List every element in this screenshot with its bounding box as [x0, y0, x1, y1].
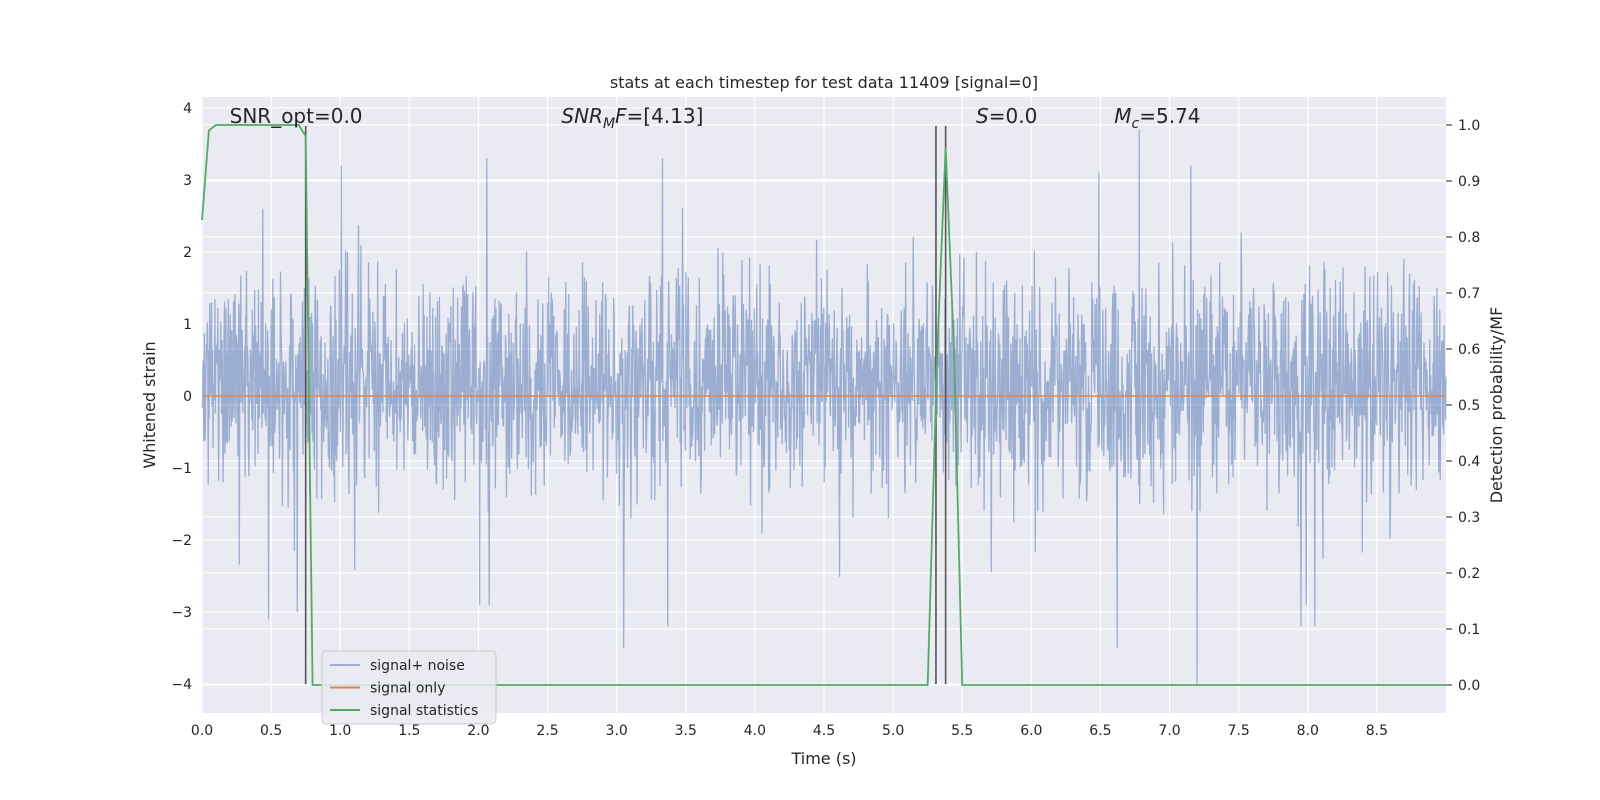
legend-label: signal+ noise [370, 658, 465, 674]
x-tick-label: 2.0 [467, 723, 489, 739]
x-tick-label: 1.0 [329, 723, 351, 739]
y-tick-label: 0 [183, 389, 192, 405]
x-tick-label: 6.5 [1089, 723, 1111, 739]
x-tick-label: 8.0 [1297, 723, 1319, 739]
y-tick-label: −2 [171, 533, 192, 549]
x-tick-label: 8.5 [1366, 723, 1388, 739]
x-tick-label: 1.5 [398, 723, 420, 739]
series-signal-noise [201, 129, 1447, 685]
axis-ticks: 0.0 0.5 1.0 1.5 2.0 2.5 3.0 3.5 4.0 4.5 5.0 5.5 6.0 6… [171, 101, 1480, 739]
x-tick-label: 3.0 [606, 723, 628, 739]
x-tick-label: 6.0 [1020, 723, 1042, 739]
y-tick-label: 1 [183, 317, 192, 333]
x-tick-label: 7.0 [1158, 723, 1180, 739]
y-tick-label: −1 [171, 461, 192, 477]
y-right-tick-label: 0.7 [1458, 286, 1480, 302]
y-right-tick-label: 0.2 [1458, 566, 1480, 582]
x-tick-label: 2.5 [536, 723, 558, 739]
y-right-tick-label: 1.0 [1458, 118, 1480, 134]
y-tick-label: 3 [183, 173, 192, 189]
x-tick-label: 4.5 [813, 723, 835, 739]
y-tick-label: 2 [183, 245, 192, 261]
y-right-tick-label: 0.9 [1458, 174, 1480, 190]
legend-label: signal only [370, 681, 445, 697]
y-right-tick-label: 0.4 [1458, 454, 1480, 470]
y-axis-label: Whitened strain [140, 341, 159, 468]
x-tick-label: 5.0 [882, 723, 904, 739]
y-tick-label: 4 [183, 101, 192, 117]
annotation-2: S=0.0 [976, 104, 1037, 128]
y-right-tick-label: 0.0 [1458, 678, 1480, 694]
legend: signal+ noise signal only signal statistic… [321, 650, 497, 725]
y-right-axis-label: Detection probability/MF [1487, 307, 1506, 504]
y-right-tick-label: 0.6 [1458, 342, 1480, 358]
x-tick-label: 4.0 [744, 723, 766, 739]
x-tick-label: 0.0 [191, 723, 213, 739]
y-tick-label: −3 [171, 605, 192, 621]
annotation-3: Mc=5.74 [1114, 104, 1200, 132]
annotation-1: SNRMF=[4.13] [561, 104, 703, 132]
annotation-0: SNR_opt=0.0 [230, 104, 363, 128]
y-right-tick-label: 0.1 [1458, 622, 1480, 638]
chart-title: stats at each timestep for test data 114… [610, 73, 1038, 92]
x-axis-label: Time (s) [790, 749, 856, 768]
y-tick-label: −4 [171, 677, 192, 693]
x-tick-label: 3.5 [675, 723, 697, 739]
x-tick-label: 7.5 [1228, 723, 1250, 739]
x-tick-label: 0.5 [260, 723, 282, 739]
y-right-tick-label: 0.3 [1458, 510, 1480, 526]
x-tick-label: 5.5 [951, 723, 973, 739]
legend-box [321, 650, 497, 725]
legend-label: signal statistics [370, 703, 478, 719]
y-right-tick-label: 0.8 [1458, 230, 1480, 246]
y-right-tick-label: 0.5 [1458, 398, 1480, 414]
